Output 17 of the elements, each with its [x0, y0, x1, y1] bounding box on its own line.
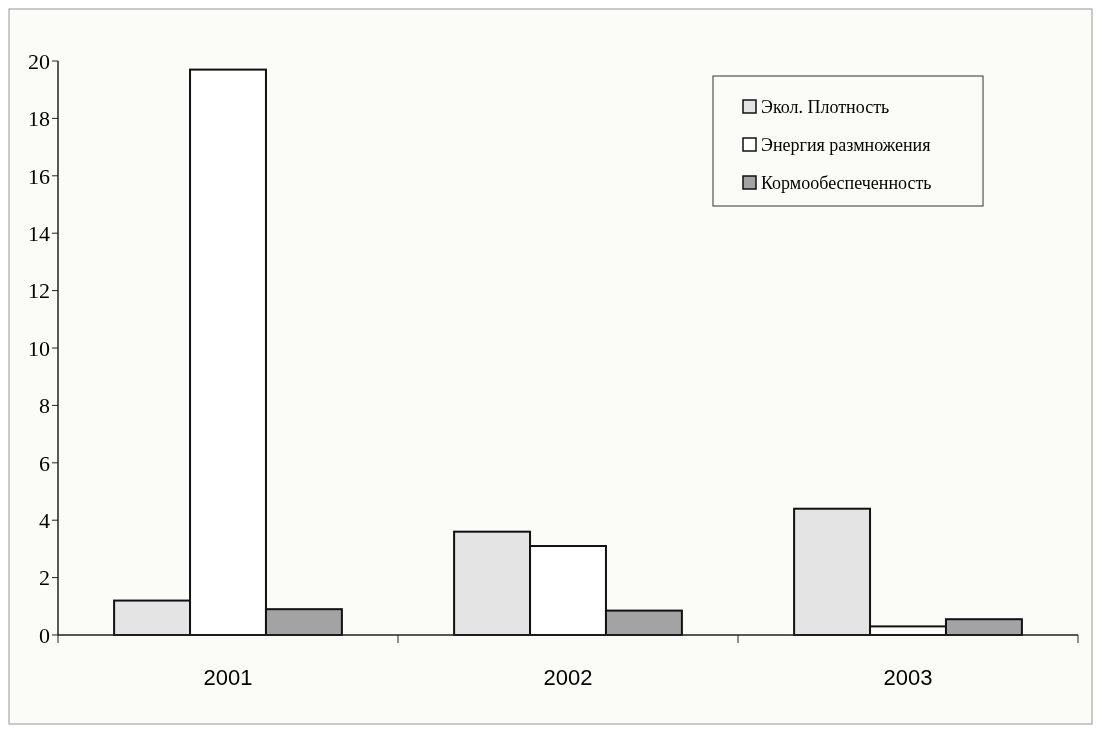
y-tick-label: 10 [28, 335, 50, 361]
legend-label: Экол. Плотность [761, 97, 890, 118]
y-tick-label: 8 [39, 393, 50, 419]
y-tick-label: 6 [39, 450, 50, 476]
y-tick-label: 16 [28, 163, 50, 189]
x-tick-label: 2003 [883, 665, 933, 690]
y-tick-label: 12 [28, 278, 50, 304]
y-tick-label: 20 [28, 48, 50, 74]
y-tick-label: 4 [39, 507, 50, 533]
y-tick-label: 14 [28, 220, 50, 246]
x-tick-label: 2001 [203, 665, 253, 690]
legend-label: Энергия размножения [761, 135, 931, 156]
y-tick-label: 18 [28, 106, 50, 132]
y-tick-label: 0 [39, 622, 50, 648]
y-tick-label: 2 [39, 565, 50, 591]
x-tick-label: 2002 [543, 665, 593, 690]
legend-label: Кормообеспеченность [761, 173, 932, 194]
